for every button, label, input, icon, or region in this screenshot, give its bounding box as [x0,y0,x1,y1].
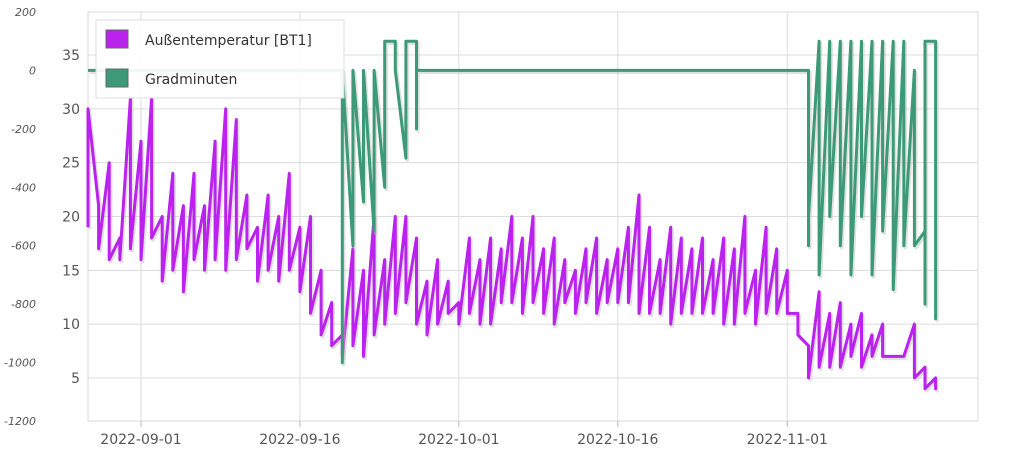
series-group [88,39,939,367]
legend-label: Gradminuten [145,72,237,88]
left-tick-label: -1000 [4,357,36,370]
temperature-tick-label: 25 [62,156,80,172]
series [86,39,939,393]
temperature-tick-label: 35 [62,48,80,64]
x-tick-label: 2022-11-01 [747,432,828,448]
series-group [86,96,939,393]
legend-swatch [105,29,129,49]
x-tick-label: 2022-09-16 [259,432,340,448]
temperature-axis-ticks: 35 30 25 20 15 10 5 [62,48,80,387]
temperature-tick-label: 30 [62,102,80,118]
legend-box [95,19,345,99]
temperature-tick-label: 20 [62,210,80,226]
series-line [88,39,938,365]
left-tick-label: -400 [11,181,36,194]
x-tick-label: 2022-10-01 [418,432,499,448]
x-tick-label: 2022-09-01 [100,432,181,448]
x-tick-label: 2022-10-16 [577,432,658,448]
left-tick-label: -200 [11,123,36,136]
left-tick-label: -800 [11,298,36,311]
legend[interactable]: Außentemperatur [BT1] Gradminuten [95,19,345,99]
series-line [86,96,938,391]
temperature-tick-label: 10 [62,317,80,333]
legend-label: Außentemperatur [BT1] [145,33,312,49]
temperature-tick-label: 5 [71,371,80,387]
left-tick-label: -600 [11,240,36,253]
temperature-tick-label: 15 [62,263,80,279]
left-tick-label: -1200 [4,415,36,428]
legend-swatch [105,68,129,88]
left-tick-label: 0 [29,64,36,77]
left-axis-ticks: 200 0 -200 -400 -600 -800 -1000 -1200 [4,6,36,428]
x-axis-ticks: 2022-09-01 2022-09-16 2022-10-01 2022-10-16… [100,432,828,448]
left-tick-label: 200 [15,6,36,19]
